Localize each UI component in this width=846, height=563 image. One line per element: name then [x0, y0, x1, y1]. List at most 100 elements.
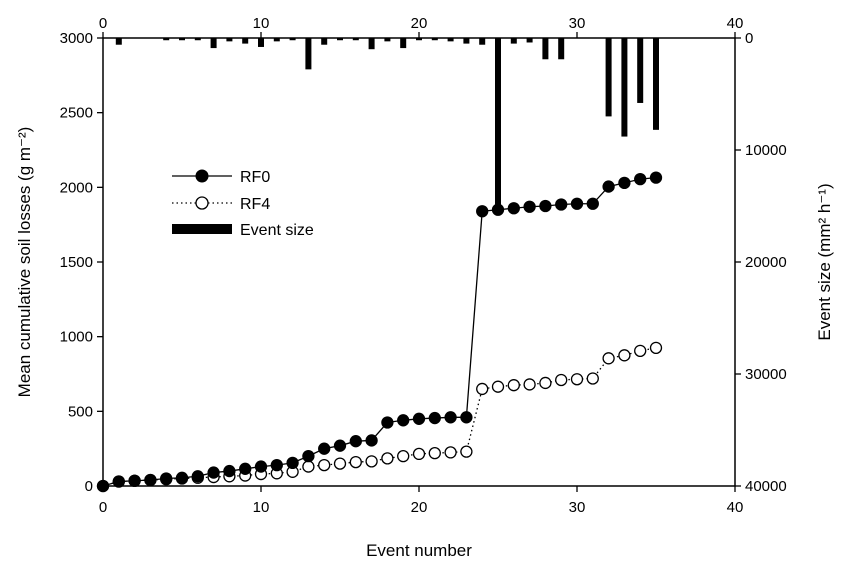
event-size-bar	[163, 38, 170, 41]
y-right-tick-label: 20000	[745, 254, 787, 271]
rf4-point	[476, 382, 489, 396]
rf4-point	[555, 373, 568, 387]
rf0-point	[270, 458, 283, 472]
rf0-point	[381, 416, 394, 429]
rf0-point	[349, 435, 362, 448]
rf0-point	[634, 172, 647, 186]
x-tick-label-bottom: 20	[411, 499, 428, 516]
event-size-bar	[400, 38, 407, 49]
y-right-tick-label: 0	[745, 30, 753, 47]
x-tick-label-bottom: 40	[727, 499, 744, 516]
rf0-point	[428, 411, 441, 425]
y-right-tick-label: 40000	[745, 478, 787, 495]
rf0-point	[112, 475, 125, 488]
y-left-tick-label: 3000	[60, 30, 93, 47]
event-size-bar	[273, 38, 280, 42]
rf0-point	[507, 202, 520, 215]
rf4-line	[102, 347, 657, 487]
rf0-line	[102, 176, 657, 487]
y-axis-right-label: Event size (mm² h⁻¹)	[815, 183, 834, 340]
rf0-point	[476, 205, 489, 218]
y-left-tick-label: 0	[85, 478, 93, 495]
event-size-bar	[605, 38, 612, 117]
rf4-point	[318, 458, 331, 472]
rf0-point	[539, 199, 552, 213]
event-size-bars	[115, 38, 659, 206]
legend-rf0-label: RF0	[240, 169, 270, 186]
rf0-point	[333, 439, 347, 452]
rf0-point	[223, 464, 236, 478]
rf4-point	[349, 455, 362, 469]
rf0-point	[160, 472, 173, 485]
event-size-bar	[258, 38, 264, 47]
rf4-point	[397, 449, 410, 463]
rf0-point	[207, 466, 220, 479]
x-tick-label-top: 40	[727, 15, 744, 32]
rf0-point	[254, 460, 268, 473]
event-size-bar	[352, 38, 359, 41]
rf0-point	[523, 200, 536, 213]
event-size-bar	[431, 38, 438, 41]
rf0-point	[444, 411, 457, 424]
rf0-point	[460, 411, 473, 424]
event-size-bar	[621, 38, 628, 137]
rf0-point	[318, 442, 331, 455]
rf0-point	[570, 197, 584, 210]
y-left-tick-label: 1500	[60, 254, 93, 271]
rf4-point	[365, 455, 378, 468]
event-size-bar	[242, 38, 249, 44]
event-size-bar	[226, 38, 233, 42]
rf0-point	[175, 471, 189, 484]
rf0-point	[397, 414, 410, 427]
event-size-bar	[637, 38, 644, 103]
rf0-point	[618, 176, 631, 190]
event-size-bar	[463, 38, 470, 44]
legend-rf0-marker	[195, 169, 209, 183]
rf4-point	[618, 349, 631, 362]
y-axis-left-label: Mean cumulative soil losses (g m⁻²)	[15, 127, 34, 398]
y-right-tick-label: 30000	[745, 366, 787, 383]
rf4-point	[507, 379, 520, 392]
x-tick-label-top: 10	[253, 15, 270, 32]
legend: RF0 RF4 Event size	[172, 169, 314, 239]
event-size-bar	[179, 38, 185, 41]
event-size-bar	[416, 38, 422, 41]
series-lines	[102, 176, 657, 487]
rf4-point	[570, 373, 584, 386]
event-size-bar	[558, 38, 565, 60]
x-tick-label-top: 0	[99, 15, 107, 32]
x-tick-label-bottom: 0	[99, 499, 107, 516]
y-left-tick-label: 2000	[60, 179, 93, 196]
event-size-bar	[653, 38, 659, 130]
rf0-point	[412, 412, 426, 425]
rf4-point	[491, 380, 505, 393]
rf4-point	[460, 445, 473, 458]
rf0-point	[555, 198, 568, 211]
rf4-point	[444, 446, 457, 459]
rf0-point	[191, 470, 204, 483]
rf4-point	[302, 460, 315, 473]
rf4-point	[649, 341, 663, 355]
event-size-bar	[368, 38, 375, 50]
x-tick-label-bottom: 10	[253, 499, 270, 516]
legend-event-label: Event size	[240, 222, 314, 239]
axes: 0 10 20 30 400 10 20 30 400500100015002000250030…	[60, 15, 787, 516]
rf4-point	[523, 378, 536, 391]
rf0-point	[365, 434, 378, 447]
rf0-point	[491, 203, 505, 216]
rf4-point	[428, 446, 441, 460]
rf4-point	[333, 457, 347, 470]
event-size-bar	[289, 38, 296, 41]
event-size-bar	[542, 38, 549, 60]
series-points	[96, 171, 663, 493]
event-size-bar	[495, 38, 501, 206]
event-size-bar	[321, 38, 328, 45]
legend-rf4-marker	[195, 196, 209, 210]
rf0-point	[128, 474, 141, 487]
event-size-bar	[194, 38, 201, 41]
event-size-bar	[510, 38, 517, 44]
event-size-bar	[305, 38, 312, 70]
rf0-point	[649, 171, 663, 184]
event-size-bar	[479, 38, 486, 45]
